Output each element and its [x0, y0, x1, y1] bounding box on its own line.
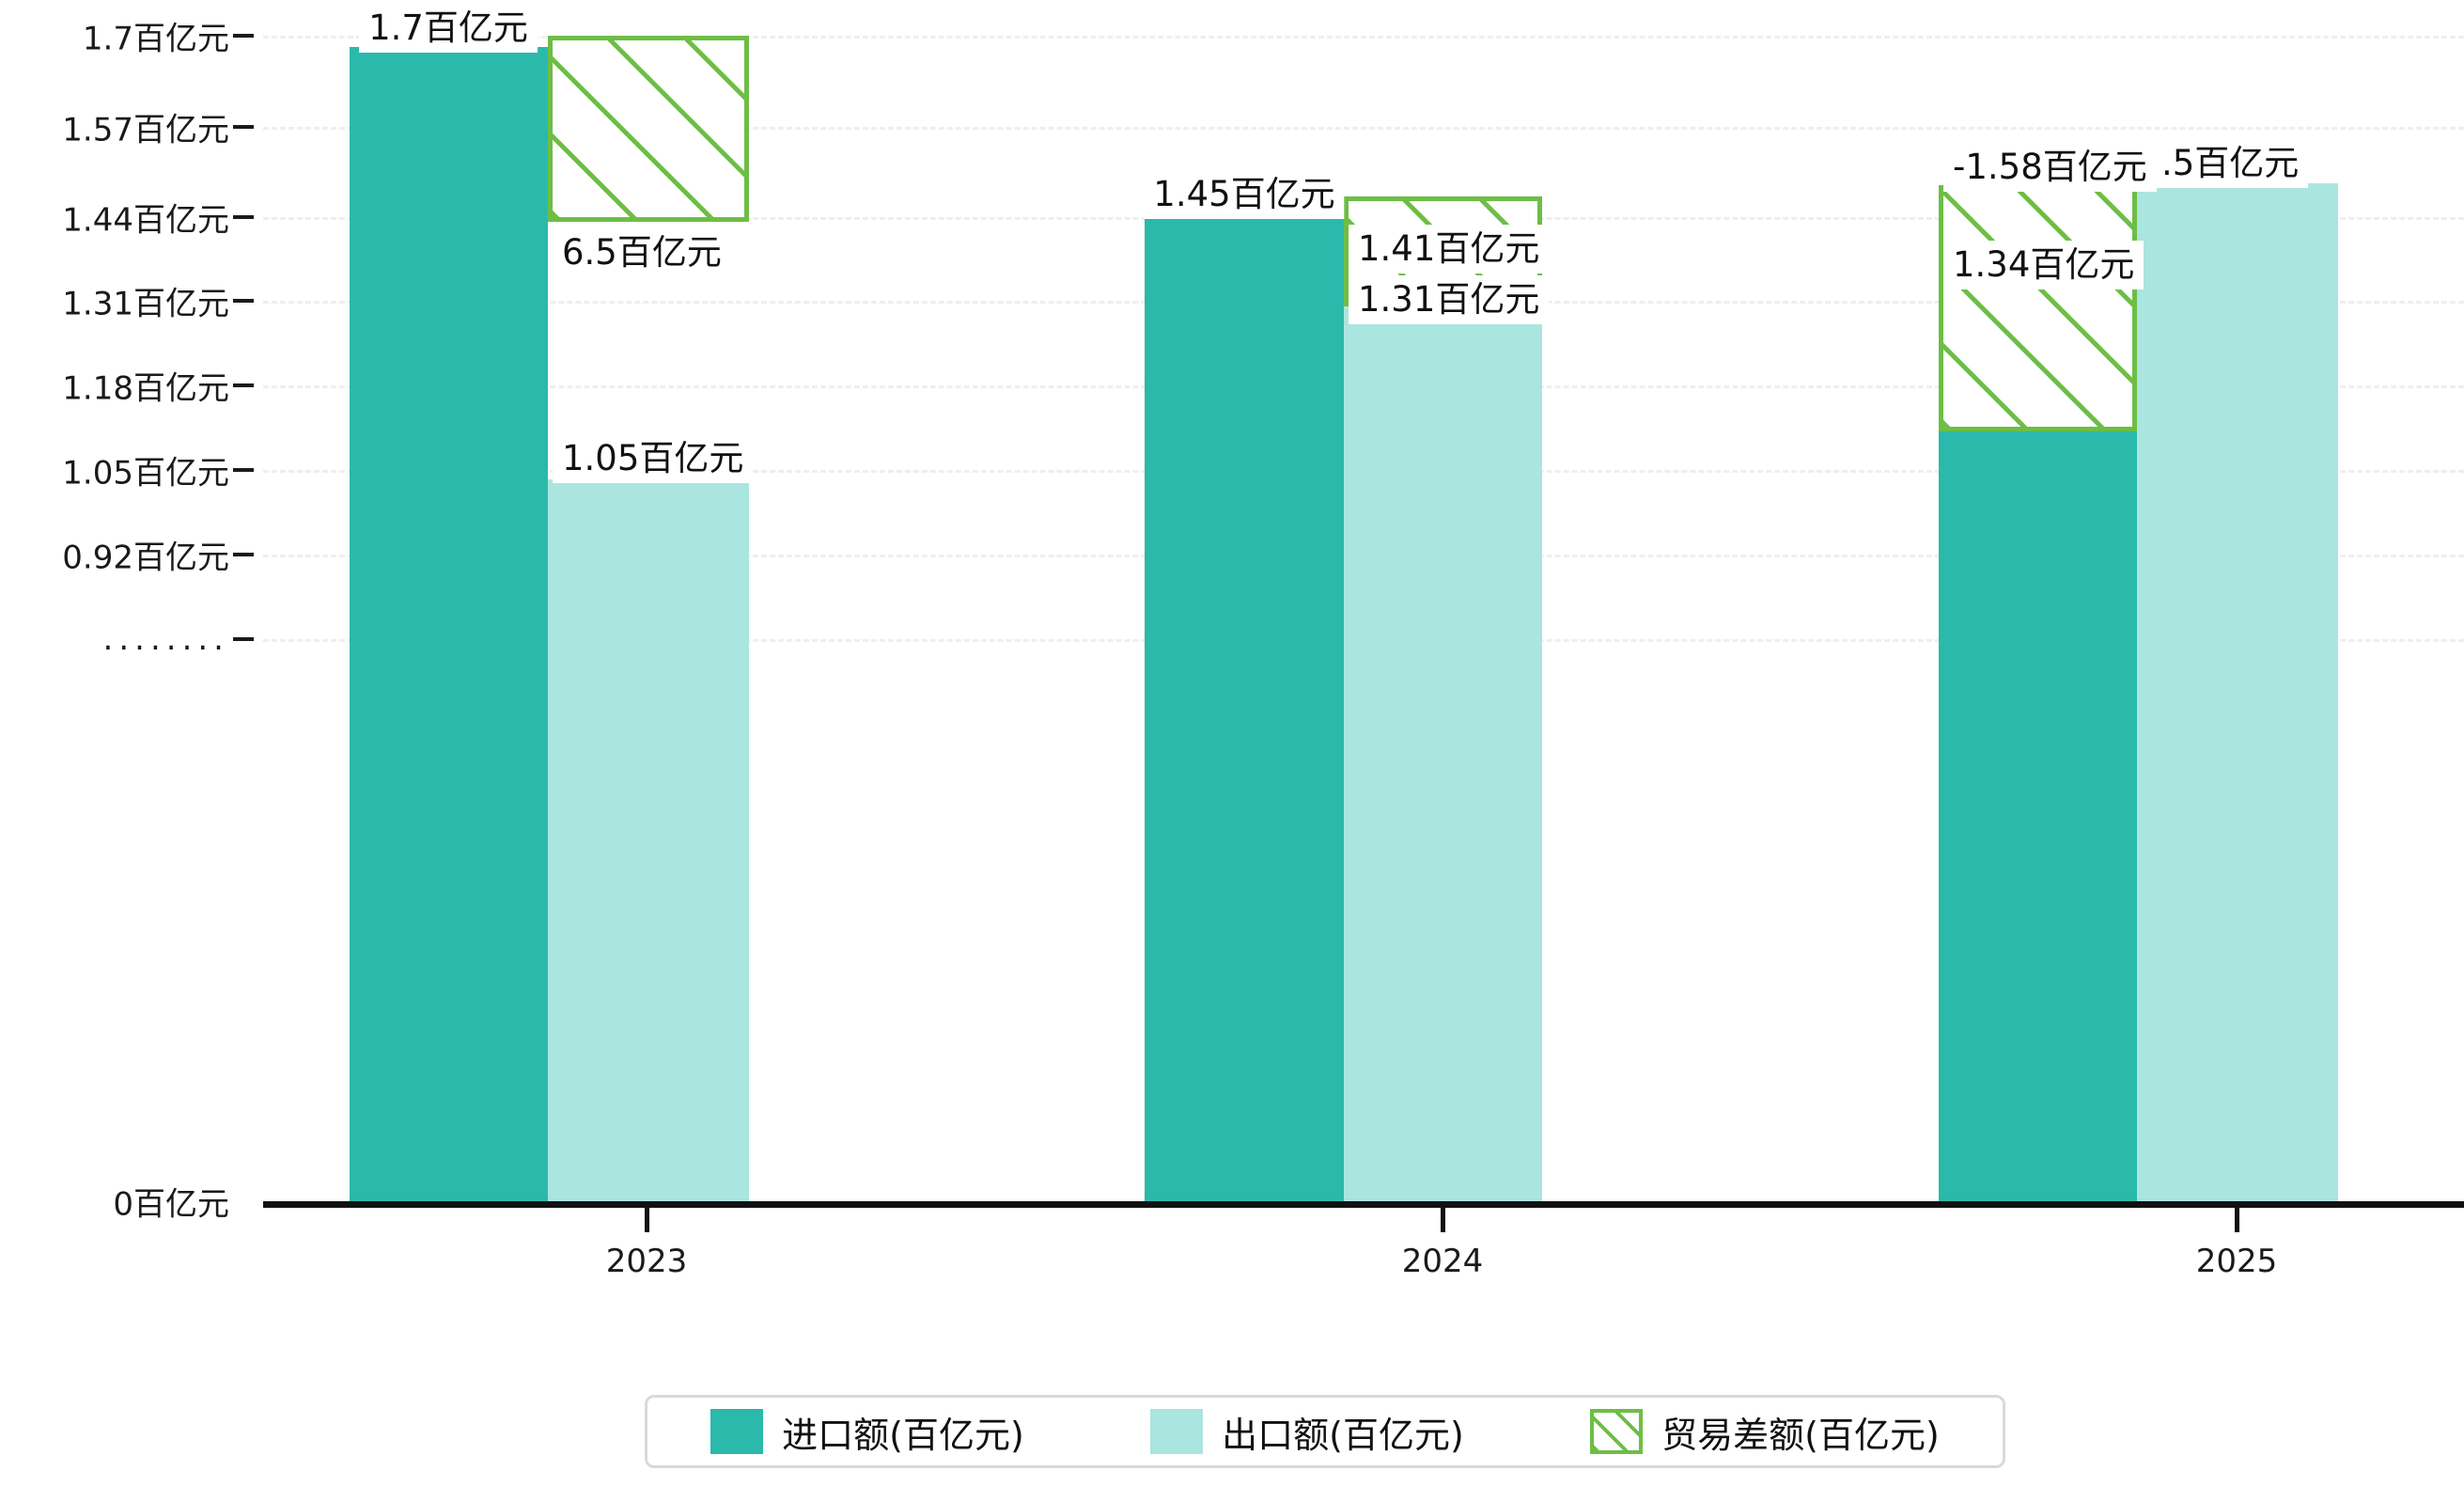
y-tick-label: 1.44百亿元	[62, 201, 229, 240]
legend-item-export[interactable]: 出口额(百亿元)	[1150, 1406, 1464, 1458]
y-tick-label: 1.31百亿元	[62, 285, 229, 323]
y-tick-label-axis-break: ........	[102, 620, 229, 658]
value-label-export-2023: 1.05百亿元	[553, 434, 754, 483]
y-tick-mark	[233, 34, 254, 38]
bar-diff-2025	[1939, 185, 2137, 431]
y-tick-mark	[233, 383, 254, 387]
value-label-diff-2024: 1.41百亿元	[1349, 225, 1550, 274]
value-label-diff-2023: 6.5百亿元	[553, 228, 731, 277]
bar-export-2024	[1344, 305, 1542, 1201]
legend-label-export: 出口额(百亿元)	[1222, 1414, 1464, 1456]
legend-item-import[interactable]: 进口额(百亿元)	[710, 1406, 1024, 1458]
gridline	[263, 127, 2464, 130]
plot-area: 1.7百亿元 6.5百亿元 1.05百亿元 1.45百亿元 1.41百亿元 1.…	[263, 0, 2464, 1201]
value-label-import-2025: 1.34百亿元	[1943, 241, 2144, 289]
value-label-import-2023: 1.7百亿元	[359, 4, 538, 53]
bar-import-2023	[350, 47, 548, 1201]
y-tick-mark	[233, 637, 254, 641]
value-label-export-2024: 1.31百亿元	[1349, 275, 1550, 324]
bar-diff-2023	[548, 36, 749, 222]
legend-label-import: 进口额(百亿元)	[782, 1414, 1024, 1456]
y-tick-label: 1.57百亿元	[62, 111, 229, 149]
chart-legend: 进口额(百亿元) 出口额(百亿元) 贸易差额(百亿元)	[645, 1395, 2005, 1468]
y-tick-label-zero: 0百亿元	[113, 1185, 229, 1224]
x-tick-label-2023: 2023	[605, 1243, 688, 1280]
y-tick-label: 0.92百亿元	[62, 539, 229, 577]
trade-balance-swatch-icon	[1590, 1409, 1644, 1454]
y-tick-label: 1.05百亿元	[62, 454, 229, 493]
y-tick-mark	[233, 125, 254, 129]
x-tick-label-2024: 2024	[1401, 1243, 1484, 1280]
x-tick-label-2025: 2025	[2195, 1243, 2278, 1280]
x-axis-line	[263, 1201, 2464, 1208]
y-tick-label: 1.7百亿元	[82, 20, 229, 58]
y-tick-label: 1.18百亿元	[62, 369, 229, 408]
y-tick-mark	[233, 215, 254, 219]
y-tick-mark	[233, 553, 254, 556]
bar-export-2025	[2137, 183, 2338, 1201]
legend-item-trade-balance[interactable]: 贸易差额(百亿元)	[1590, 1406, 1940, 1458]
y-tick-mark	[233, 468, 254, 472]
legend-label-trade-balance: 贸易差额(百亿元)	[1661, 1414, 1940, 1456]
bar-import-2024	[1145, 213, 1344, 1201]
bar-export-2023	[548, 479, 749, 1201]
value-label-import-2024: 1.45百亿元	[1144, 170, 1345, 219]
gridline	[263, 36, 2464, 39]
export-swatch-icon	[1150, 1409, 1204, 1454]
bar-import-2025	[1939, 284, 2137, 1201]
value-label-export-2025: .5百亿元	[2152, 139, 2309, 188]
import-swatch-icon	[710, 1409, 764, 1454]
x-tick-mark	[2235, 1208, 2239, 1232]
value-label-diff-2025: -1.58百亿元	[1943, 143, 2157, 192]
x-tick-mark	[645, 1208, 649, 1232]
x-tick-mark	[1441, 1208, 1445, 1232]
y-tick-mark	[233, 299, 254, 303]
